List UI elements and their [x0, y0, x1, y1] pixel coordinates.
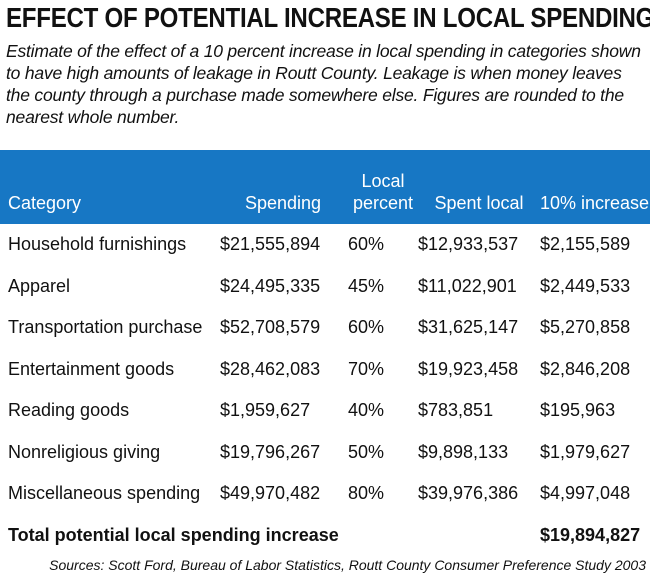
table-row: Nonreligious giving $19,796,267 50% $9,898,…: [0, 432, 650, 474]
spent-local-cell: $9,898,133: [418, 441, 509, 462]
spending-cell: $49,970,482: [220, 483, 321, 504]
category-cell: Household furnishings: [8, 234, 187, 255]
increase-cell: $4,997,048: [540, 483, 631, 504]
spending-cell: $24,495,335: [220, 275, 321, 296]
spent-local-cell: $783,851: [418, 400, 494, 421]
increase-cell: $195,963: [540, 400, 616, 421]
total-row: Total potential local spending increase …: [0, 515, 650, 557]
increase-cell: $1,979,627: [540, 441, 631, 462]
category-cell: Miscellaneous spending: [8, 483, 201, 504]
total-label: Total potential local spending increase: [8, 524, 339, 545]
spending-cell: $28,462,083: [220, 358, 321, 379]
local-percent-cell: 80%: [348, 483, 385, 504]
column-header-increase: 10% increase: [540, 150, 650, 224]
increase-cell: $2,449,533: [540, 275, 631, 296]
table-row: Household furnishings $21,555,894 60% $12,9…: [0, 224, 650, 266]
spending-cell: $21,555,894: [220, 234, 321, 255]
spent-local-cell: $11,022,901: [418, 275, 517, 296]
chart-title: EFFECT OF POTENTIAL INCREASE IN LOCAL SP…: [6, 2, 650, 33]
category-cell: Nonreligious giving: [8, 441, 161, 462]
table-body: Household furnishings $21,555,894 60% $12,9…: [0, 224, 650, 556]
table-row: Entertainment goods $28,462,083 70% $19,923…: [0, 349, 650, 391]
local-percent-cell: 60%: [348, 317, 385, 338]
category-cell: Entertainment goods: [8, 358, 175, 379]
local-percent-cell: 50%: [348, 441, 385, 462]
table-row: Apparel $24,495,335 45% $11,022,901 $2,449,5…: [0, 266, 650, 308]
category-cell: Apparel: [8, 275, 71, 296]
total-value: $19,894,827: [540, 524, 641, 545]
table-row: Reading goods $1,959,627 40% $783,851 $195,9…: [0, 390, 650, 432]
local-percent-cell: 70%: [348, 358, 385, 379]
category-cell: Reading goods: [8, 400, 130, 421]
column-header-local-percent: Local percent: [346, 150, 418, 224]
table-row: Transportation purchase $52,708,579 60% $31…: [0, 307, 650, 349]
local-percent-cell: 40%: [348, 400, 385, 421]
spent-local-cell: $12,933,537: [418, 234, 519, 255]
spending-table: Category Spending Local percent Spent lo…: [0, 150, 650, 556]
table-header-row: Category Spending Local percent Spent lo…: [0, 150, 650, 224]
column-header-spending: Spending: [218, 150, 346, 224]
increase-cell: $2,846,208: [540, 358, 631, 379]
spent-local-cell: $39,976,386: [418, 483, 519, 504]
source-note: Sources: Scott Ford, Bureau of Labor Sta…: [49, 557, 646, 573]
category-cell: Transportation purchase: [8, 317, 203, 338]
spending-cell: $19,796,267: [220, 441, 321, 462]
spent-local-cell: $31,625,147: [418, 317, 519, 338]
spent-local-cell: $19,923,458: [418, 358, 519, 379]
column-header-category: Category: [0, 150, 218, 224]
increase-cell: $5,270,858: [540, 317, 631, 338]
column-header-spent-local: Spent local: [418, 150, 540, 224]
spending-cell: $1,959,627: [220, 400, 311, 421]
local-percent-cell: 45%: [348, 275, 385, 296]
local-percent-cell: 60%: [348, 234, 385, 255]
increase-cell: $2,155,589: [540, 234, 631, 255]
spending-cell: $52,708,579: [220, 317, 321, 338]
chart-subtitle: Estimate of the effect of a 10 percent i…: [6, 41, 641, 127]
table-row: Miscellaneous spending $49,970,482 80% $39,…: [0, 473, 650, 515]
